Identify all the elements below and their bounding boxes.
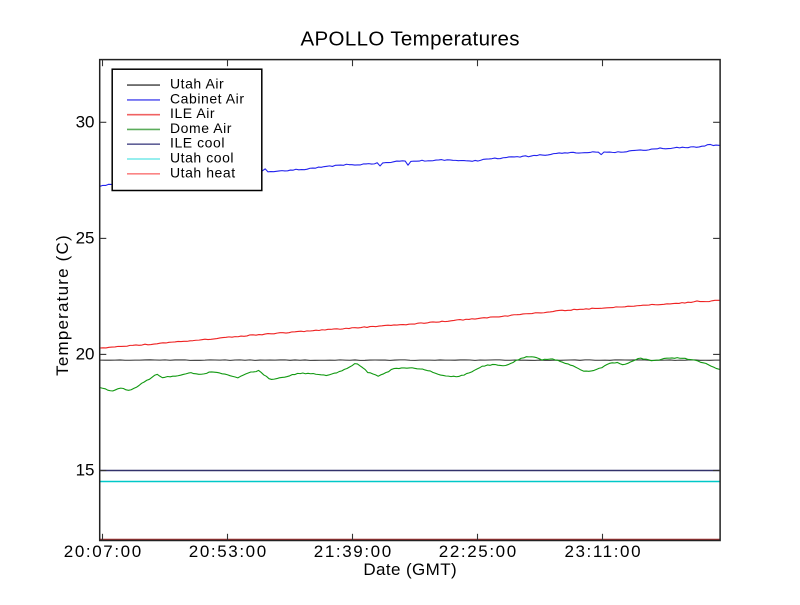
svg-text:Dome Air: Dome Air	[170, 120, 232, 136]
svg-text:Temperature (C): Temperature (C)	[53, 234, 72, 376]
svg-text:ILE Air: ILE Air	[170, 105, 215, 121]
svg-text:Cabinet Air: Cabinet Air	[170, 90, 245, 106]
svg-text:23:11:00: 23:11:00	[564, 542, 642, 561]
svg-text:25: 25	[76, 228, 95, 247]
svg-text:Utah Air: Utah Air	[170, 76, 224, 92]
svg-text:Utah heat: Utah heat	[170, 164, 236, 180]
svg-text:20:07:00: 20:07:00	[64, 542, 143, 561]
svg-text:20:53:00: 20:53:00	[189, 542, 268, 561]
svg-text:30: 30	[76, 112, 95, 131]
svg-text:22:25:00: 22:25:00	[439, 542, 518, 561]
svg-text:ILE cool: ILE cool	[170, 135, 225, 151]
svg-text:15: 15	[76, 461, 95, 480]
svg-text:Date (GMT): Date (GMT)	[363, 560, 457, 579]
svg-text:Utah cool: Utah cool	[170, 150, 234, 166]
svg-text:20: 20	[76, 344, 95, 363]
svg-text:21:39:00: 21:39:00	[314, 542, 393, 561]
svg-text:APOLLO Temperatures: APOLLO Temperatures	[301, 28, 520, 51]
